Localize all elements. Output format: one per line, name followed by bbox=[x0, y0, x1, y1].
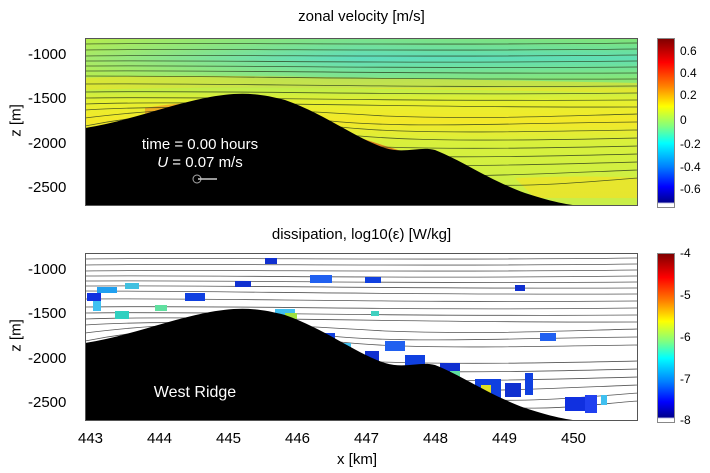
dissipation-colorbar bbox=[657, 253, 675, 423]
cb-tick: 0 bbox=[680, 113, 687, 127]
u-value: = 0.07 m/s bbox=[168, 154, 243, 171]
xtick: 445 bbox=[216, 430, 242, 447]
cb-tick: -0.2 bbox=[680, 137, 701, 151]
xlabel: x [km] bbox=[337, 451, 377, 468]
cb-tick: 0.2 bbox=[680, 88, 697, 102]
top-velocity-plot bbox=[85, 38, 638, 206]
cb-tick: -0.6 bbox=[680, 182, 701, 196]
bottom-ytick: -1500 bbox=[28, 305, 67, 322]
cb-tick: -4 bbox=[680, 246, 691, 260]
xtick: 446 bbox=[285, 430, 311, 447]
cb-tick: -5 bbox=[680, 288, 691, 302]
xtick: 443 bbox=[78, 430, 104, 447]
top-ytick: -1500 bbox=[28, 90, 67, 107]
top-ytick: -2500 bbox=[28, 179, 67, 196]
bottom-ytick: -2000 bbox=[28, 350, 67, 367]
xtick: 449 bbox=[492, 430, 518, 447]
bottom-ytick: -2500 bbox=[28, 394, 67, 411]
cb-tick: -6 bbox=[680, 330, 691, 344]
top-panel-title: zonal velocity [m/s] bbox=[298, 8, 425, 25]
u-symbol: U bbox=[157, 154, 169, 171]
cb-tick: -0.4 bbox=[680, 160, 701, 174]
ridge-label: West Ridge bbox=[153, 384, 237, 401]
xtick: 450 bbox=[561, 430, 587, 447]
cb-tick: 0.6 bbox=[680, 44, 697, 58]
velocity-arrow-icon bbox=[192, 174, 217, 184]
bottom-dissipation-plot bbox=[85, 253, 638, 421]
bottom-ytick: -1000 bbox=[28, 261, 67, 278]
xtick: 447 bbox=[354, 430, 380, 447]
time-annotation: time = 0.00 hours bbox=[141, 136, 259, 153]
top-ylabel: z [m] bbox=[7, 104, 25, 137]
xtick: 444 bbox=[147, 430, 173, 447]
cb-tick: -8 bbox=[680, 413, 691, 427]
velocity-colorbar bbox=[657, 38, 675, 208]
cb-tick: -7 bbox=[680, 372, 691, 386]
velocity-annotation: U = 0.07 m/s bbox=[120, 154, 280, 171]
bottom-panel-title: dissipation, log10(ε) [W/kg] bbox=[271, 226, 452, 243]
top-ytick: -1000 bbox=[28, 46, 67, 63]
xtick: 448 bbox=[423, 430, 449, 447]
bottom-ylabel: z [m] bbox=[7, 319, 25, 352]
cb-tick: 0.4 bbox=[680, 66, 697, 80]
top-ytick: -2000 bbox=[28, 135, 67, 152]
